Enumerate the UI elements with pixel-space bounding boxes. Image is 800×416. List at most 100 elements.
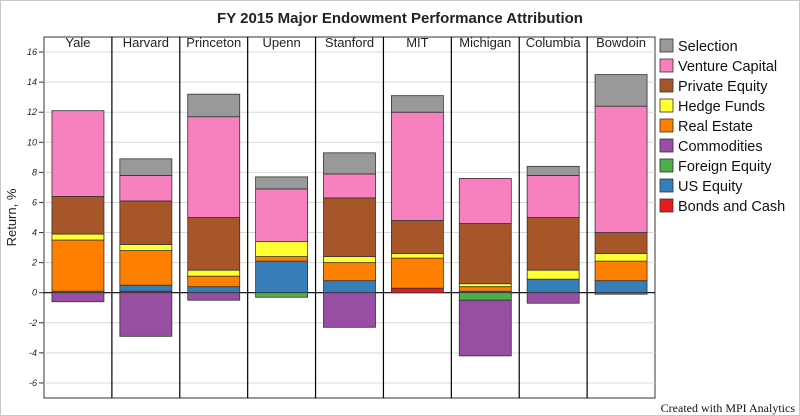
bar-segment — [51, 233, 105, 241]
bar-segment — [323, 256, 376, 264]
bar-segment — [526, 269, 580, 280]
bar-segment — [458, 223, 512, 285]
y-tick-label: -6 — [29, 378, 37, 388]
y-tick-label: 4 — [32, 228, 37, 238]
legend-label: Hedge Funds — [678, 99, 765, 115]
legend-label: Selection — [678, 39, 738, 55]
bar-segment — [594, 74, 648, 107]
bar-segment — [526, 174, 580, 218]
bar-segment — [390, 220, 444, 254]
bar-segment — [390, 253, 444, 259]
category-label: Harvard — [123, 35, 169, 50]
bar-segment — [255, 292, 309, 298]
y-tick-label: 2 — [31, 258, 37, 268]
bar-segment — [187, 269, 241, 277]
bar-segment — [51, 196, 105, 235]
y-tick-label: 0 — [32, 288, 37, 298]
bar-segment — [255, 188, 309, 242]
category-label: Michigan — [459, 35, 511, 50]
legend-label: Private Equity — [678, 79, 768, 95]
category-label: Bowdoin — [596, 35, 646, 50]
bar-segment — [594, 292, 648, 295]
bar-segment — [526, 278, 580, 294]
legend: Selection Venture Capital Private Equity He… — [659, 38, 785, 215]
bar-segment — [119, 200, 173, 245]
bar-segment — [187, 275, 241, 288]
legend-label: Venture Capital — [678, 59, 777, 75]
bar-segment — [594, 253, 648, 262]
y-tick-label: 12 — [27, 107, 37, 117]
legend-swatch — [659, 138, 674, 153]
y-tick-label: -4 — [29, 348, 37, 358]
legend-swatch — [659, 178, 674, 193]
legend-swatch — [659, 58, 674, 73]
category-label: Columbia — [526, 35, 582, 50]
legend-label: Bonds and Cash — [678, 199, 785, 215]
bar-segment — [594, 232, 648, 255]
legend-swatch — [659, 158, 674, 173]
y-tick-label: 16 — [27, 47, 37, 57]
bar-segment — [594, 105, 648, 233]
y-tick-label: 14 — [27, 77, 37, 87]
bar-segment — [255, 256, 309, 262]
bar-segment — [119, 250, 173, 286]
bar-segment — [526, 217, 580, 271]
legend-label: Real Estate — [678, 119, 753, 135]
bar-segment — [51, 110, 105, 197]
chart-title: FY 2015 Major Endowment Performance Attr… — [217, 10, 583, 27]
bar-segment — [594, 280, 648, 294]
bar-segment — [323, 262, 376, 282]
bar-segment — [51, 292, 105, 303]
bar-segment — [51, 239, 105, 292]
legend-label: Foreign Equity — [678, 159, 772, 175]
bar-segment — [526, 292, 580, 304]
bar-segment — [187, 116, 241, 218]
y-tick-label: 6 — [32, 197, 37, 207]
bar-segment — [458, 283, 512, 288]
category-label: Upenn — [262, 35, 300, 50]
bar-segment — [458, 299, 512, 357]
bar-segment — [390, 287, 444, 294]
category-label: MIT — [406, 35, 428, 50]
bar-segment — [390, 111, 444, 221]
bar-segment — [458, 292, 512, 301]
bar-segment — [323, 197, 376, 258]
legend-swatch — [659, 98, 674, 113]
bar-segment — [119, 284, 173, 292]
bar-segment — [119, 292, 173, 337]
bar-segment — [119, 174, 173, 202]
bar-segment — [255, 176, 309, 190]
bar-segment — [323, 292, 376, 328]
y-tick-label: 10 — [27, 137, 37, 147]
bar-segment — [458, 286, 512, 292]
bar-segment — [187, 292, 241, 301]
legend-label: US Equity — [678, 179, 743, 195]
legend-label: Commodities — [678, 139, 763, 155]
legend-swatch — [659, 38, 674, 53]
legend-swatch — [659, 118, 674, 133]
bar-segment — [323, 280, 376, 294]
bar-segment — [526, 165, 580, 176]
bar-segment — [187, 286, 241, 294]
bar-segment — [255, 241, 309, 258]
category-label: Stanford — [325, 35, 374, 50]
bar-segment — [390, 95, 444, 113]
legend-swatch — [659, 78, 674, 93]
credit-text: Created with MPI Analytics — [661, 401, 796, 415]
bar-segment — [594, 260, 648, 282]
bar-segment — [187, 93, 241, 118]
legend-swatch — [659, 198, 674, 213]
y-tick-label: -2 — [29, 318, 37, 328]
y-axis-label: Return, % — [4, 188, 19, 246]
bar-segment — [119, 158, 173, 176]
bar-segment — [390, 257, 444, 289]
bar-segment — [187, 217, 241, 271]
category-label: Yale — [65, 35, 90, 50]
bar-segment — [323, 173, 376, 199]
bar-segment — [119, 244, 173, 251]
bar-segment — [458, 177, 512, 224]
bar-segment — [323, 152, 376, 175]
plot-area: -6 -4 -2 0 2 4 6 8 10 12 14 16 Return, % Yale Harvard P… — [4, 35, 656, 399]
category-label: Princeton — [186, 35, 241, 50]
